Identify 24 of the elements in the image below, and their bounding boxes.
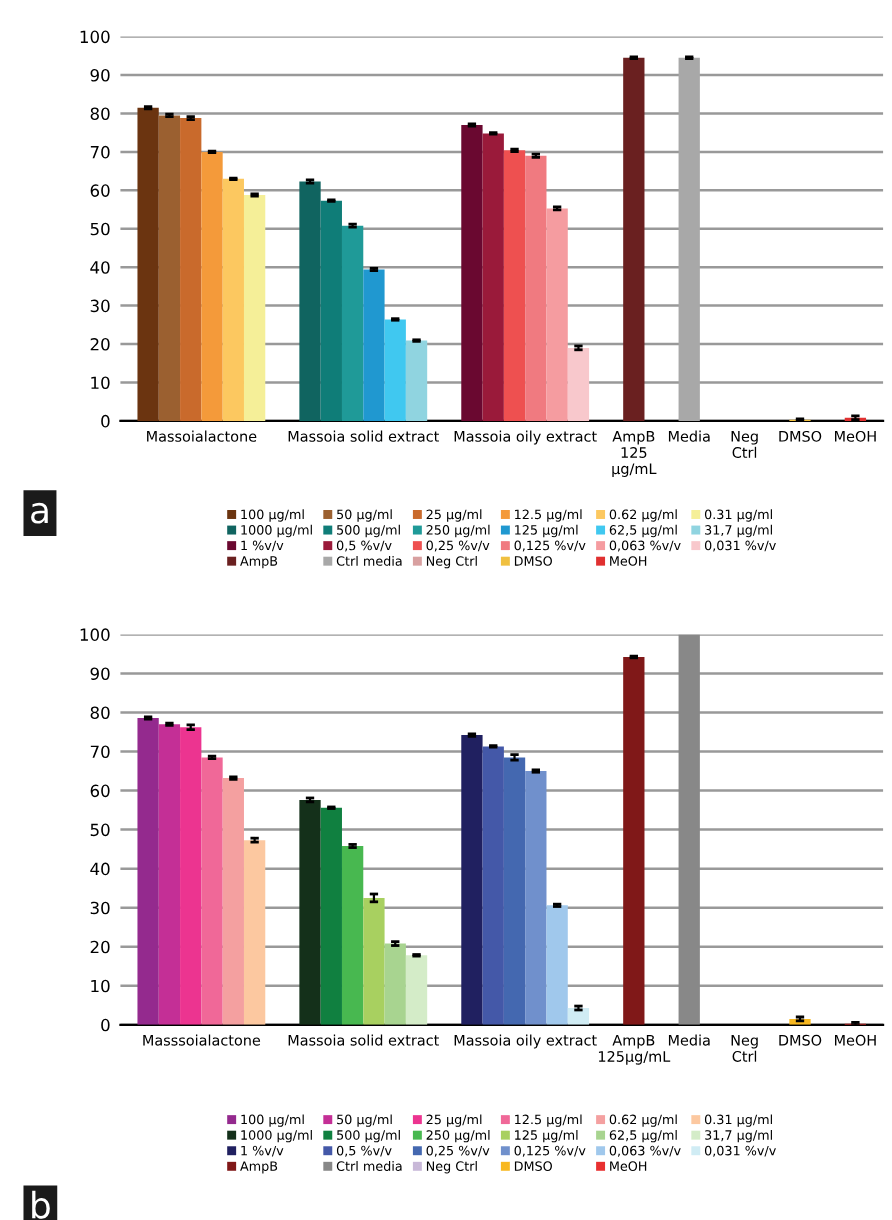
y-tick-label: 40 bbox=[90, 862, 110, 876]
y-tick-label: 50 bbox=[90, 222, 110, 236]
y-tick-label: 90 bbox=[90, 68, 110, 82]
text: a bbox=[31, 502, 48, 524]
text: b bbox=[32, 1190, 50, 1219]
y-tick-label: 10 bbox=[91, 376, 110, 390]
y-tick-label: 100 bbox=[80, 30, 110, 44]
y-tick-label: 30 bbox=[90, 901, 110, 915]
y-tick-label: 70 bbox=[90, 145, 110, 159]
y-tick-label: 80 bbox=[90, 706, 110, 720]
y-tick-label: 0 bbox=[101, 414, 110, 428]
y-tick-label: 100 bbox=[80, 628, 110, 641]
y-tick-label: 20 bbox=[90, 940, 110, 954]
y-tick-label: 60 bbox=[90, 784, 110, 798]
y-tick-label: 10 bbox=[91, 979, 110, 993]
y-tick-label: 0 bbox=[101, 1018, 110, 1032]
y-tick-label: 60 bbox=[90, 184, 110, 197]
y-tick-label: 20 bbox=[90, 338, 110, 351]
y-tick-label: 80 bbox=[90, 107, 110, 121]
y-tick-label: 40 bbox=[90, 261, 110, 274]
y-tick-label: 30 bbox=[90, 299, 110, 313]
y-tick-label: 90 bbox=[90, 667, 110, 681]
y-tick-label: 50 bbox=[90, 823, 110, 837]
y-tick-label: 70 bbox=[90, 745, 110, 759]
